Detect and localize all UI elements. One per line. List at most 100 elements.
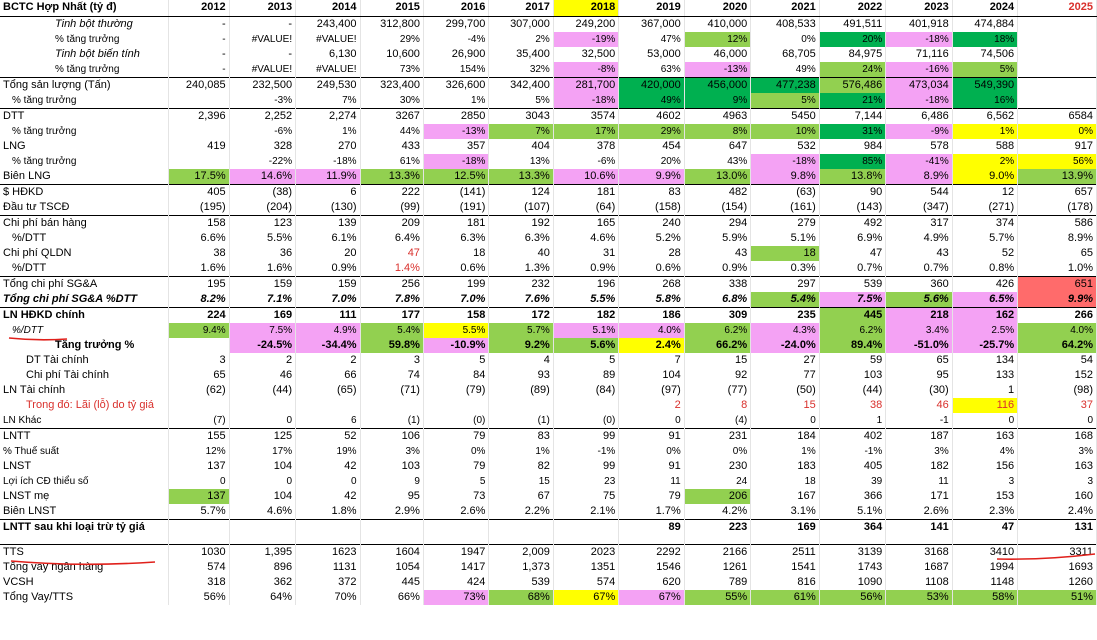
data-cell[interactable]: #VALUE!	[295, 31, 361, 47]
data-cell[interactable]: 29%	[360, 31, 424, 47]
data-cell[interactable]: -51.0%	[885, 337, 953, 353]
data-cell[interactable]: 5.1%	[750, 230, 820, 246]
data-cell[interactable]: 13.3%	[488, 168, 554, 184]
data-cell[interactable]: 32%	[488, 61, 554, 77]
data-cell[interactable]: 5.9%	[684, 230, 752, 246]
data-cell[interactable]: 195	[168, 275, 230, 292]
data-cell[interactable]: 588	[952, 138, 1019, 154]
data-cell[interactable]: -3%	[229, 92, 297, 108]
data-cell[interactable]: -	[229, 16, 297, 32]
data-cell[interactable]	[295, 534, 361, 545]
data-cell[interactable]: 10,600	[360, 46, 424, 62]
data-cell[interactable]: 1131	[295, 560, 361, 575]
data-cell[interactable]: 182	[553, 306, 620, 323]
data-cell[interactable]: 3139	[819, 544, 887, 560]
data-cell[interactable]: 3267	[360, 107, 424, 124]
data-cell[interactable]: 5.4%	[360, 322, 424, 338]
data-cell[interactable]: 4.9%	[295, 322, 361, 338]
data-cell[interactable]: 1693	[1017, 560, 1097, 575]
data-cell[interactable]	[553, 518, 620, 535]
data-cell[interactable]: 378	[553, 138, 620, 154]
data-cell[interactable]: -13%	[684, 61, 752, 77]
data-cell[interactable]: 71,116	[885, 46, 953, 62]
data-cell[interactable]: 6,130	[295, 46, 361, 62]
data-cell[interactable]: 40	[488, 245, 554, 261]
data-cell[interactable]: 5.4%	[750, 291, 820, 307]
row-label-cell[interactable]: Tổng chi phí SG&A %DTT	[0, 291, 170, 307]
data-cell[interactable]: -24.0%	[750, 337, 820, 353]
data-cell[interactable]: 5.7%	[168, 503, 230, 519]
data-cell[interactable]: 5.5%	[553, 291, 620, 307]
data-cell[interactable]: 294	[684, 214, 752, 231]
data-cell[interactable]: 231	[684, 427, 752, 444]
data-cell[interactable]	[168, 92, 230, 108]
data-cell[interactable]: 67	[488, 488, 554, 504]
data-cell[interactable]: 162	[952, 306, 1019, 323]
data-cell[interactable]: 124	[488, 183, 554, 200]
data-cell[interactable]: 7.1%	[229, 291, 297, 307]
data-cell[interactable]: 85%	[819, 153, 887, 169]
data-cell[interactable]: -41%	[885, 153, 953, 169]
data-cell[interactable]: 268	[618, 275, 685, 292]
data-cell[interactable]: 8	[684, 397, 752, 413]
data-cell[interactable]: 6.8%	[684, 291, 752, 307]
data-cell[interactable]: 159	[229, 275, 297, 292]
data-cell[interactable]: 5.5%	[229, 230, 297, 246]
data-cell[interactable]: 0%	[750, 31, 820, 47]
data-cell[interactable]: 243,400	[295, 16, 361, 32]
row-label-cell[interactable]: % tăng trưởng	[0, 153, 170, 169]
data-cell[interactable]: 0	[295, 473, 361, 489]
data-cell[interactable]: (64)	[553, 199, 620, 215]
year-header-forecast[interactable]: 2025	[1017, 0, 1097, 17]
data-cell[interactable]: 544	[885, 183, 953, 200]
data-cell[interactable]: 92	[684, 367, 752, 383]
data-cell[interactable]: 95	[360, 488, 424, 504]
data-cell[interactable]: 574	[168, 560, 230, 575]
data-cell[interactable]	[885, 534, 953, 545]
data-cell[interactable]: 13.0%	[684, 168, 752, 184]
data-cell[interactable]: 3%	[885, 443, 953, 459]
data-cell[interactable]	[553, 534, 620, 545]
data-cell[interactable]	[488, 518, 554, 535]
data-cell[interactable]: 91	[618, 458, 685, 474]
data-cell[interactable]: 222	[360, 183, 424, 200]
year-header[interactable]: 2015	[360, 0, 424, 17]
data-cell[interactable]: 7.6%	[488, 291, 554, 307]
year-header[interactable]: 2013	[229, 0, 297, 17]
data-cell[interactable]: 6.9%	[819, 230, 887, 246]
data-cell[interactable]: 155	[168, 427, 230, 444]
data-cell[interactable]: 0%	[618, 443, 685, 459]
data-cell[interactable]: 9.4%	[168, 322, 230, 338]
row-label-cell[interactable]: Biên LNST	[0, 503, 170, 519]
data-cell[interactable]: 1.4%	[360, 260, 424, 276]
data-cell[interactable]: 647	[684, 138, 752, 154]
data-cell[interactable]: 73	[423, 488, 490, 504]
data-cell[interactable]: 2.2%	[488, 503, 554, 519]
data-cell[interactable]: 61%	[750, 590, 820, 605]
data-cell[interactable]: 20	[295, 245, 361, 261]
data-cell[interactable]: 5%	[488, 92, 554, 108]
data-cell[interactable]: 4.0%	[1017, 322, 1097, 338]
data-cell[interactable]: 133	[952, 367, 1019, 383]
data-cell[interactable]: 1108	[885, 575, 953, 590]
data-cell[interactable]: 492	[819, 214, 887, 231]
data-cell[interactable]: 404	[488, 138, 554, 154]
data-cell[interactable]: 0%	[423, 443, 490, 459]
data-cell[interactable]: 0.6%	[618, 260, 685, 276]
data-cell[interactable]: 1.0%	[1017, 260, 1097, 276]
data-cell[interactable]: 2166	[684, 544, 752, 560]
data-cell[interactable]: 3	[168, 352, 230, 368]
data-cell[interactable]: 9.0%	[952, 168, 1019, 184]
year-header[interactable]: 2017	[488, 0, 554, 17]
data-cell[interactable]: 152	[1017, 367, 1097, 383]
data-cell[interactable]: 0.7%	[819, 260, 887, 276]
data-cell[interactable]	[360, 534, 424, 545]
data-cell[interactable]: (30)	[885, 382, 953, 398]
data-cell[interactable]: 104	[229, 488, 297, 504]
data-cell[interactable]: 1687	[885, 560, 953, 575]
data-cell[interactable]: 89.4%	[819, 337, 887, 353]
data-cell[interactable]: 2%	[952, 153, 1019, 169]
data-cell[interactable]: 68%	[488, 590, 554, 605]
data-cell[interactable]: 328	[229, 138, 297, 154]
data-cell[interactable]: 158	[168, 214, 230, 231]
